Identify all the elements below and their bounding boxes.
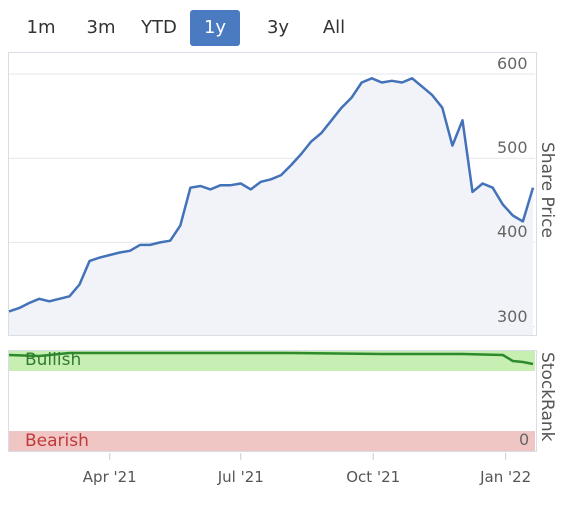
bullish-label: Bullish xyxy=(25,350,82,370)
price-line xyxy=(8,77,535,313)
x-tick-label: Jan '22 xyxy=(480,468,532,486)
x-tick-label: Apr '21 xyxy=(82,468,137,486)
bullish-zone xyxy=(9,351,535,371)
stockrank-axis-title: StockRank xyxy=(537,352,557,442)
price-axis-title: Share Price xyxy=(537,142,557,238)
x-tick-label: Oct '21 xyxy=(346,468,401,486)
range-button-3y[interactable]: 3y xyxy=(266,17,290,38)
range-button-ytd[interactable]: YTD xyxy=(141,17,177,38)
stockrank-line xyxy=(8,351,534,366)
x-tick-label: Jul '21 xyxy=(217,468,264,486)
price-area xyxy=(9,78,533,336)
price-tick-label: 300 xyxy=(497,306,528,326)
price-tick-label: 600 xyxy=(497,54,528,74)
bearish-zone xyxy=(9,431,535,451)
stockrank-tick-label: 0 xyxy=(519,430,530,449)
range-button-all[interactable]: All xyxy=(322,17,346,38)
range-button-1y[interactable]: 1y xyxy=(190,10,240,46)
bearish-label: Bearish xyxy=(25,431,89,451)
range-button-3m[interactable]: 3m xyxy=(86,17,116,38)
price-tick-label: 500 xyxy=(497,138,528,158)
price-tick-label: 400 xyxy=(497,222,528,242)
range-button-1m[interactable]: 1m xyxy=(26,17,56,38)
